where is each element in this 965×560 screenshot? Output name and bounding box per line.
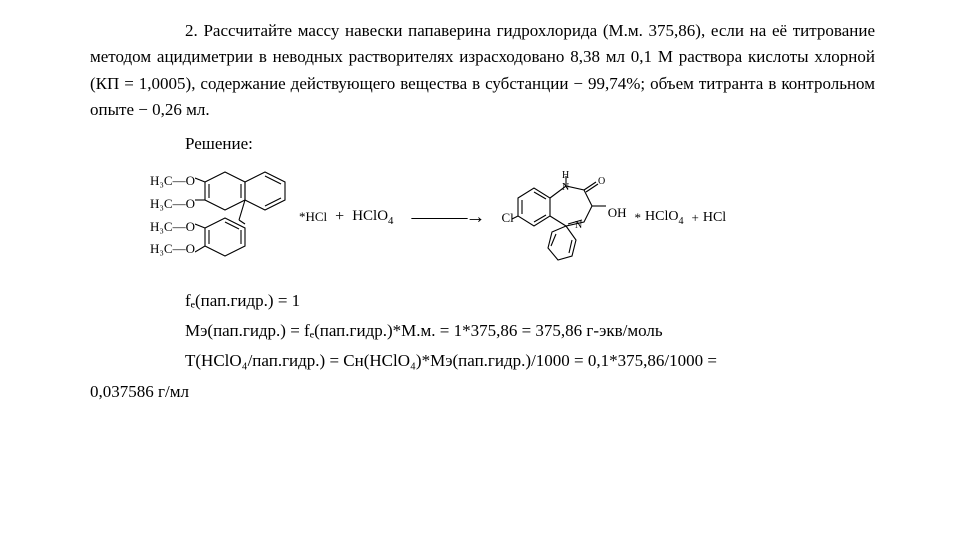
- svg-text:N: N: [562, 182, 569, 193]
- product-star: *: [635, 208, 642, 228]
- problem-block: 2. Рассчитайте массу навески папаверина …: [90, 18, 875, 405]
- reaction-equation: H₃C—O H₃C—O H₃C—O H₃C—O: [90, 168, 875, 268]
- problem-statement: 2. Рассчитайте массу навески папаверина …: [90, 18, 875, 123]
- methoxy-4: H₃C—O: [150, 241, 195, 258]
- reactant-papaverine: H₃C—O H₃C—O H₃C—O H₃C—O: [150, 170, 327, 266]
- methoxy-2: H₃C—O: [150, 196, 195, 213]
- calc-line-2: Мэ(пап.гидр.) = fₑ(пап.гидр.)*М.м. = 1*3…: [90, 318, 875, 344]
- calc-line-4: 0,037586 г/мл: [90, 379, 875, 405]
- calc-line-3: T(HClO₄/пап.гидр.) = Cн(HClO₄)*Мэ(пап.ги…: [90, 348, 875, 374]
- svg-text:N: N: [575, 220, 582, 231]
- product-oh: OH: [608, 203, 627, 223]
- calculation-block: fₑ(пап.гидр.) = 1 Мэ(пап.гидр.) = fₑ(пап…: [90, 288, 875, 405]
- product-perchlorate: HClO4: [645, 206, 684, 229]
- svg-text:O: O: [598, 176, 605, 187]
- hcl-salt-label: *HCl: [299, 209, 327, 226]
- problem-body: Рассчитайте массу навески папаверина гид…: [90, 21, 875, 119]
- solution-label: Решение:: [90, 131, 875, 157]
- svg-text:H: H: [562, 170, 569, 181]
- plus-2: +: [692, 208, 699, 228]
- papaverine-ring-svg: [195, 170, 305, 266]
- perchloric-acid: HClO4: [352, 205, 393, 230]
- methoxy-1: H₃C—O: [150, 173, 195, 190]
- problem-number: 2.: [185, 21, 198, 40]
- reaction-arrow: ———→: [411, 202, 483, 233]
- calc-line-1: fₑ(пап.гидр.) = 1: [90, 288, 875, 314]
- plus-operator: +: [335, 205, 344, 230]
- product-hcl: HCl: [703, 207, 726, 229]
- methoxy-groups: H₃C—O H₃C—O H₃C—O H₃C—O: [150, 173, 195, 259]
- product-structure: Cl: [501, 168, 726, 268]
- methoxy-3: H₃C—O: [150, 219, 195, 236]
